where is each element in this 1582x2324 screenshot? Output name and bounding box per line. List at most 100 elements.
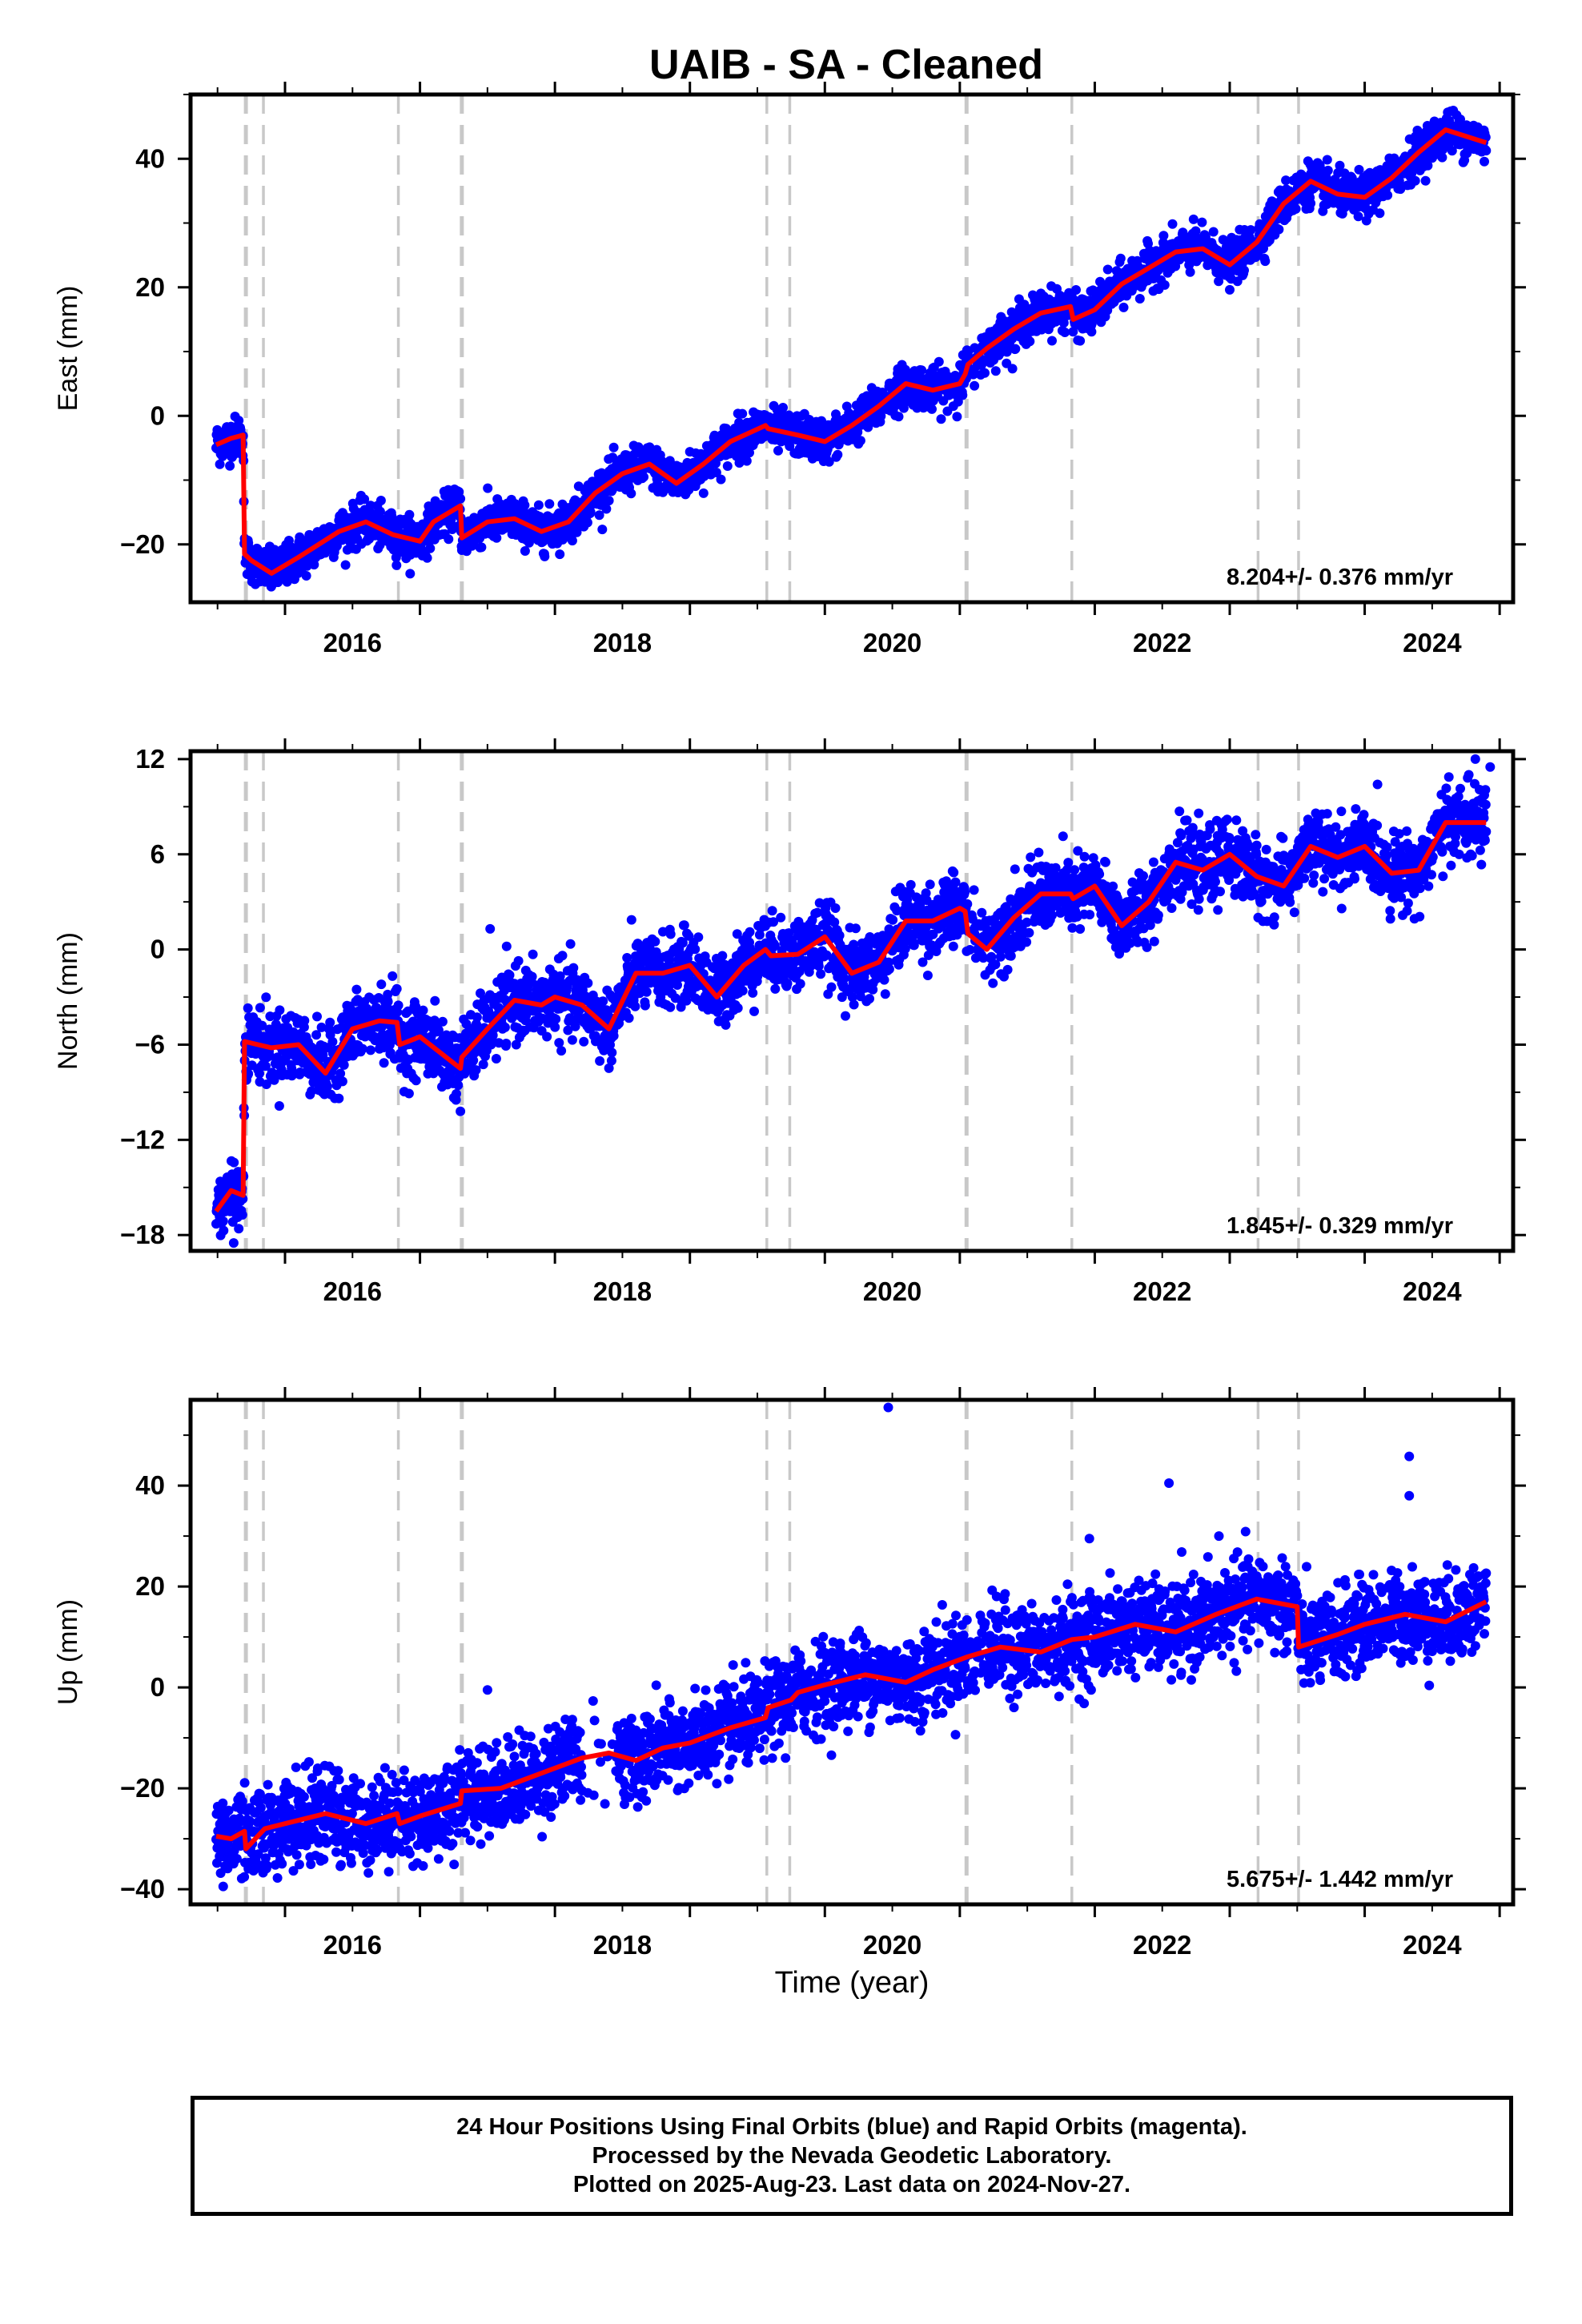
north-data-point — [312, 1011, 322, 1022]
north-data-point — [379, 1058, 389, 1068]
east-data-point — [741, 456, 752, 466]
north-data-point — [383, 989, 393, 999]
east-data-point — [404, 509, 415, 520]
east-data-point — [1225, 284, 1235, 295]
east-data-point — [476, 542, 487, 553]
east-data-point — [824, 456, 834, 467]
north-data-point — [630, 1001, 640, 1011]
north-data-point — [472, 1012, 482, 1023]
east-data-point — [773, 445, 783, 456]
north-data-point — [504, 970, 515, 980]
north-data-point — [433, 1025, 444, 1035]
east-data-point — [572, 527, 582, 537]
north-data-point — [287, 1068, 298, 1077]
east-data-point — [833, 449, 843, 460]
east-data-point — [301, 571, 311, 581]
east-data-point — [1480, 156, 1489, 167]
east-data-point — [893, 412, 904, 422]
east-data-point — [1058, 318, 1069, 328]
east-data-point — [1047, 336, 1057, 346]
east-model-line — [215, 127, 1488, 576]
north-data-point — [387, 971, 398, 981]
east-data-point — [917, 365, 927, 376]
east-data-point — [698, 488, 709, 498]
east-data-point — [1185, 267, 1195, 277]
north-data-point — [357, 1043, 367, 1054]
east-data-point — [1239, 265, 1249, 275]
east-data-point — [608, 442, 619, 452]
east-ytick-label: −20 — [120, 529, 165, 559]
east-data-point — [1447, 146, 1457, 156]
east-data-point — [1260, 256, 1271, 267]
east-data-point — [876, 411, 886, 421]
east-data-point — [722, 461, 733, 471]
north-data-point — [384, 1039, 395, 1050]
east-data-point — [1437, 152, 1447, 163]
east-data-point — [1188, 214, 1199, 224]
north-data-point — [229, 1157, 239, 1168]
east-data-point — [597, 525, 608, 535]
north-data-point — [665, 929, 676, 939]
east-data-point — [555, 549, 565, 560]
east-data-point — [1353, 211, 1363, 222]
east-data-point — [1167, 219, 1178, 229]
north-data-point — [733, 1003, 743, 1013]
north-data-point — [693, 932, 704, 943]
east-data-point — [604, 496, 614, 506]
north-data-point — [453, 1080, 464, 1091]
east-data-point — [1134, 294, 1145, 304]
east-data-point — [375, 496, 386, 505]
north-data-point — [365, 1045, 375, 1055]
east-data-point — [927, 404, 937, 414]
east-data-point — [1335, 160, 1345, 171]
north-data-point — [257, 1020, 267, 1031]
east-data-point — [1115, 253, 1126, 263]
east-data-point — [1197, 217, 1207, 227]
north-data-point — [274, 1101, 284, 1111]
east-data-point — [365, 501, 375, 511]
north-data-point — [650, 936, 661, 947]
north-data-point — [456, 1106, 466, 1116]
north-data-point — [606, 1055, 616, 1066]
north-data-point — [325, 1017, 335, 1027]
east-data-point — [1208, 227, 1219, 237]
east-plot-area — [211, 94, 1492, 602]
east-data-point — [958, 390, 968, 400]
north-data-point — [299, 1015, 310, 1026]
east-data-point — [1071, 285, 1081, 295]
east-data-point — [1420, 175, 1431, 186]
north-data-point — [565, 939, 576, 949]
north-data-point — [261, 1080, 271, 1089]
north-data-point — [307, 1086, 317, 1096]
east-xtick-label: 2018 — [593, 628, 652, 657]
east-data-point — [585, 507, 596, 517]
east-ytick-label: 20 — [135, 272, 165, 302]
east-data-point — [1375, 208, 1385, 219]
east-frame — [188, 92, 1516, 605]
east-data-point — [309, 560, 319, 570]
east-data-point — [234, 416, 244, 426]
north-data-point — [322, 1081, 332, 1092]
north-data-point — [327, 1036, 338, 1047]
east-data-point — [359, 494, 370, 505]
north-data-point — [624, 1013, 634, 1023]
east-xtick-label: 2016 — [323, 628, 382, 657]
east-data-point — [340, 560, 351, 570]
north-data-point — [255, 1003, 265, 1013]
north-data-point — [598, 996, 608, 1007]
east-data-point — [1383, 190, 1393, 200]
east-data-point — [952, 412, 962, 422]
east-data-point — [1481, 146, 1492, 156]
east-data-point — [980, 368, 990, 378]
north-data-point — [393, 1000, 404, 1011]
north-data-point — [721, 1019, 731, 1030]
east-data-point — [1060, 328, 1070, 337]
north-data-point — [391, 983, 402, 994]
east-data-point — [626, 489, 636, 499]
north-data-point — [295, 1068, 305, 1077]
north-data-point — [484, 1006, 494, 1016]
north-data-point — [437, 1016, 448, 1027]
east-data-point — [1086, 327, 1097, 337]
north-data-point — [737, 986, 748, 996]
